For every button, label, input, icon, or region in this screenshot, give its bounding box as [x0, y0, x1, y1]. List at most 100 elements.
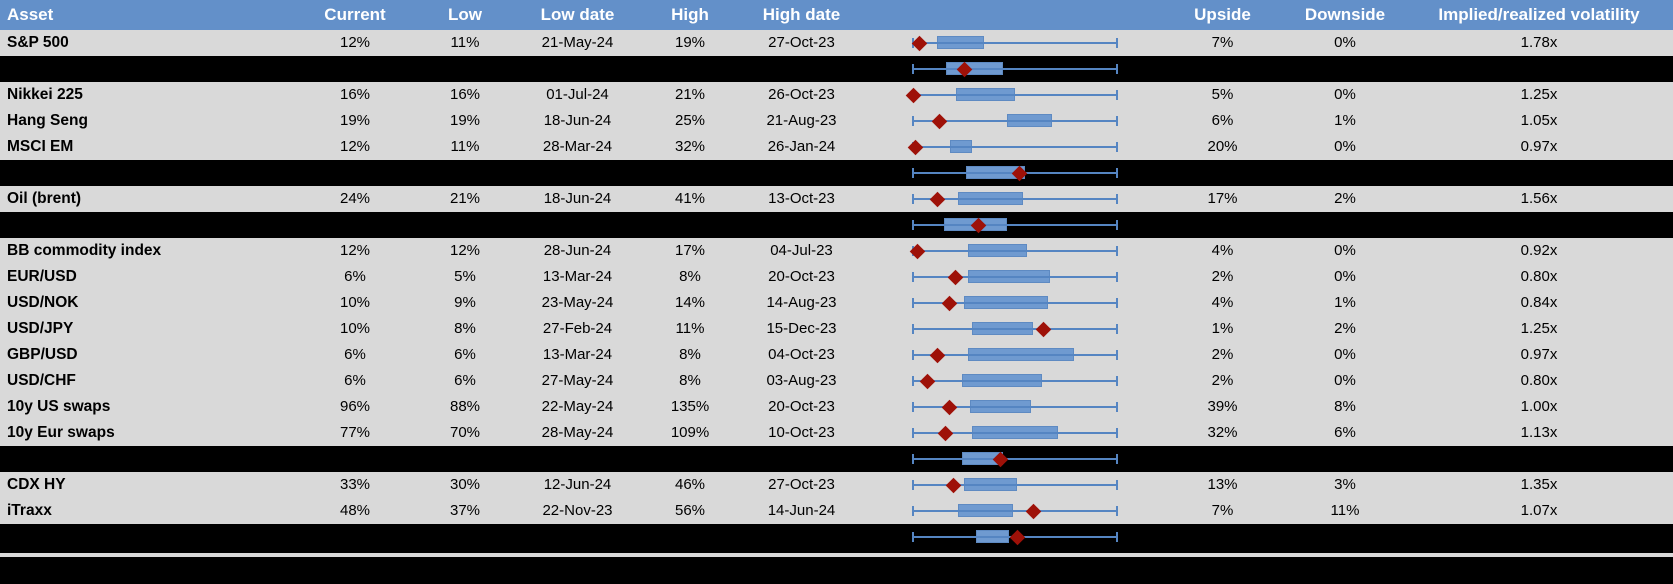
low-date: 01-Jul-24: [546, 86, 609, 103]
upside-value: 7%: [1211, 502, 1234, 519]
implied-realized-value: 1.56x: [1520, 190, 1558, 207]
implied-realized-value: 1.25x: [1520, 320, 1558, 337]
low-date: 27-May-24: [541, 372, 614, 389]
boxplot-whisker-cap-right: [1116, 402, 1118, 412]
high-date: 14-Aug-23: [766, 294, 837, 311]
current-level-diamond-marker: [937, 425, 954, 441]
boxplot-whisker-cap-left: [912, 194, 914, 204]
boxplot-whisker-cap-right: [1116, 532, 1118, 542]
downside-value: 1%: [1334, 112, 1356, 129]
current-value: 96%: [339, 398, 371, 415]
current-value: 12%: [339, 138, 371, 155]
boxplot-whisker-line: [913, 250, 1117, 252]
current-level-diamond-marker: [1009, 529, 1025, 545]
high-value: 8%: [679, 268, 701, 285]
low-value: 6%: [454, 346, 476, 363]
current-level-diamond-marker: [946, 477, 962, 493]
boxplot-whisker-cap-right: [1116, 454, 1118, 464]
asset-name: USD/JPY: [7, 320, 74, 337]
high-date: 10-Oct-23: [768, 424, 835, 441]
boxplot-whisker-cap-left: [912, 116, 914, 126]
current-level-diamond-marker: [1025, 503, 1042, 519]
upside-value: 1%: [1211, 320, 1234, 337]
footer-bar: [0, 550, 1673, 584]
boxplot-whisker-cap-right: [1116, 506, 1118, 516]
current-value: 12%: [339, 242, 371, 259]
high-date: 26-Oct-23: [768, 86, 835, 103]
downside-value: 0%: [1334, 34, 1356, 51]
downside-value: 3%: [1334, 476, 1356, 493]
implied-realized-value: 1.78x: [1520, 34, 1558, 51]
high-value: 11%: [675, 320, 705, 337]
low-value: 6%: [454, 372, 476, 389]
boxplot-whisker-cap-left: [912, 298, 914, 308]
boxplot-whisker-cap-right: [1116, 350, 1118, 360]
current-value: 6%: [344, 372, 366, 389]
downside-value: 2%: [1334, 320, 1356, 337]
low-value: 16%: [449, 86, 481, 103]
high-date: 26-Jan-24: [767, 138, 836, 155]
table-row: 10y Eur swaps 77% 70% 28-May-24 109% 10-…: [0, 420, 1673, 446]
boxplot-whisker-line: [913, 328, 1117, 330]
table-row: Hang Seng 19% 19% 18-Jun-24 25% 21-Aug-2…: [0, 108, 1673, 134]
boxplot-whisker-cap-left: [912, 168, 914, 178]
low-value: 37%: [449, 502, 481, 519]
table-row: iTraxx 48% 37% 22-Nov-23 56% 14-Jun-24 7…: [0, 498, 1673, 524]
current-value: 6%: [344, 268, 366, 285]
table-row: BB commodity index 12% 12% 28-Jun-24 17%…: [0, 238, 1673, 264]
header-upside: Upside: [1194, 5, 1251, 24]
boxplot-whisker-line: [913, 198, 1117, 200]
table-row: USD/CHF 6% 6% 27-May-24 8% 03-Aug-23 2% …: [0, 368, 1673, 394]
implied-realized-value: 1.13x: [1520, 424, 1558, 441]
high-value: 32%: [674, 138, 706, 155]
low-value: 12%: [449, 242, 481, 259]
table-row: USD/JPY 10% 8% 27-Feb-24 11% 15-Dec-23 1…: [0, 316, 1673, 342]
asset-name: Oil (brent): [7, 190, 82, 207]
current-level-diamond-marker: [907, 139, 923, 155]
low-date: 12-Jun-24: [543, 476, 612, 493]
implied-realized-value: 1.35x: [1520, 476, 1558, 493]
boxplot-whisker-cap-right: [1116, 376, 1118, 386]
current-value: 77%: [339, 424, 371, 441]
footer-divider-line: [0, 553, 1673, 557]
table-row: Oil (brent) 24% 21% 18-Jun-24 41% 13-Oct…: [0, 186, 1673, 212]
implied-realized-value: 1.05x: [1520, 112, 1558, 129]
upside-value: 2%: [1211, 372, 1234, 389]
boxplot-whisker-line: [913, 510, 1117, 512]
boxplot-whisker-cap-left: [912, 454, 914, 464]
low-value: 9%: [454, 294, 476, 311]
high-date: 04-Oct-23: [768, 346, 835, 363]
asset-name: BB commodity index: [7, 242, 162, 259]
downside-value: 1%: [1334, 294, 1356, 311]
implied-realized-value: 1.07x: [1520, 502, 1558, 519]
downside-value: 0%: [1334, 346, 1356, 363]
high-date: 27-Oct-23: [768, 34, 835, 51]
boxplot-whisker-line: [913, 432, 1117, 434]
boxplot-whisker-cap-right: [1116, 428, 1118, 438]
boxplot-whisker-cap-right: [1116, 220, 1118, 230]
summary-row: [0, 524, 1673, 550]
high-date: 13-Oct-23: [768, 190, 835, 207]
low-value: 11%: [450, 138, 480, 155]
boxplot-whisker-line: [913, 380, 1117, 382]
current-level-diamond-marker: [1035, 321, 1052, 337]
boxplot-whisker-line: [913, 406, 1117, 408]
downside-value: 0%: [1334, 372, 1356, 389]
boxplot-whisker-cap-left: [912, 220, 914, 230]
downside-value: 2%: [1334, 190, 1356, 207]
table-row: CDX HY 33% 30% 12-Jun-24 46% 27-Oct-23 1…: [0, 472, 1673, 498]
header-asset: Asset: [7, 5, 54, 24]
high-value: 14%: [674, 294, 706, 311]
boxplot-whisker-cap-left: [912, 324, 914, 334]
high-value: 56%: [674, 502, 706, 519]
downside-value: 0%: [1334, 138, 1356, 155]
upside-value: 6%: [1211, 112, 1234, 129]
low-date: 22-Nov-23: [542, 502, 613, 519]
asset-name: 10y Eur swaps: [7, 424, 115, 441]
low-date: 21-May-24: [541, 34, 614, 51]
asset-name: USD/NOK: [7, 294, 79, 311]
low-date: 28-Mar-24: [542, 138, 613, 155]
upside-value: 4%: [1211, 242, 1234, 259]
high-date: 14-Jun-24: [767, 502, 836, 519]
